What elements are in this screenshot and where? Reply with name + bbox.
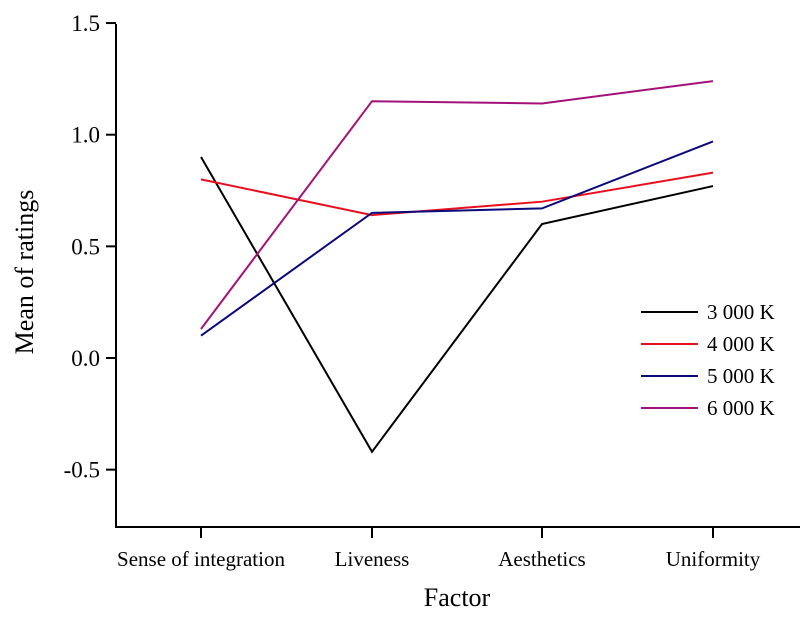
y-tick-label: 0.0: [71, 346, 100, 371]
axes: [115, 24, 800, 528]
x-tick-label: Liveness: [335, 547, 410, 571]
legend: 3 000 K 4 000 K 5 000 K 6 000 K: [641, 300, 775, 420]
series-line-6000K: [200, 80, 714, 330]
x-tick-label: Aesthetics: [498, 547, 585, 571]
legend-label: 3 000 K: [707, 300, 775, 324]
legend-label: 5 000 K: [707, 364, 775, 388]
y-tick-label: -0.5: [64, 458, 100, 483]
legend-label: 4 000 K: [707, 332, 775, 356]
series-line-4000K: [200, 171, 714, 217]
x-tick-label: Uniformity: [666, 547, 761, 571]
x-tick-label: Sense of integration: [117, 547, 285, 571]
legend-label: 6 000 K: [707, 396, 775, 420]
y-tick-label: 1.0: [71, 123, 100, 148]
series-line-3000K: [200, 156, 714, 454]
y-axis-title: Mean of ratings: [10, 190, 39, 355]
y-tick-label: 0.5: [71, 234, 100, 259]
series-line-5000K: [200, 140, 714, 337]
x-axis-title: Factor: [424, 583, 491, 612]
y-tick-label: 1.5: [71, 11, 100, 36]
